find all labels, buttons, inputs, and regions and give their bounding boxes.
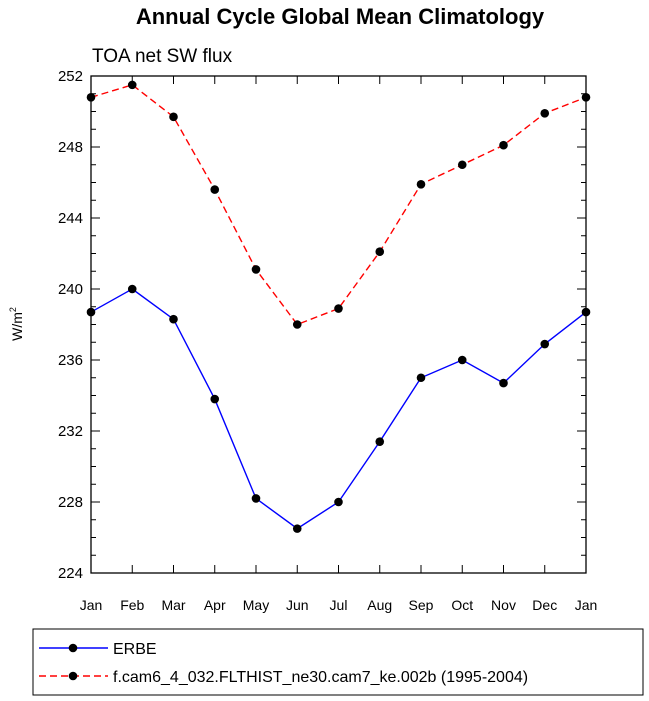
data-point-series-1 — [499, 378, 508, 388]
y-tick-label: 240 — [58, 281, 83, 298]
data-point-series-1 — [210, 394, 220, 404]
legend-marker-2 — [68, 671, 78, 681]
legend-marker-1 — [68, 643, 78, 653]
axes: 224 228 232 236 240 244 248 252 Jan Feb Mar Apr May J… — [58, 68, 597, 613]
y-tick-label: 228 — [58, 494, 83, 511]
data-point-series-1 — [169, 314, 178, 324]
x-tick-label: Jan — [80, 597, 103, 613]
data-point-series-2 — [375, 247, 385, 257]
data-point-series-2 — [210, 185, 220, 194]
y-tick-label: 248 — [58, 139, 83, 156]
y-tick-label: 232 — [58, 423, 83, 440]
x-tick-label: Aug — [367, 597, 392, 613]
x-tick-label: Sep — [409, 597, 434, 613]
chart-title: Annual Cycle Global Mean Climatology — [136, 4, 545, 29]
data-point-series-1 — [334, 497, 343, 507]
x-tick-label: Dec — [532, 597, 557, 613]
y-tick-label: 236 — [58, 352, 83, 369]
data-point-series-2 — [127, 80, 137, 90]
data-point-series-2 — [334, 304, 343, 313]
x-tick-label: Mar — [161, 597, 185, 613]
legend: ERBE f.cam6_4_032.FLTHIST_ne30.cam7_ke.00… — [32, 628, 644, 696]
data-point-series-1 — [375, 437, 385, 446]
chart-subtitle: TOA net SW flux — [92, 46, 233, 67]
data-point-series-2 — [416, 179, 426, 189]
x-tick-label: Jul — [330, 597, 348, 613]
data-point-series-2 — [169, 112, 178, 122]
x-tick-label: Oct — [451, 597, 473, 613]
data-point-series-1 — [540, 339, 550, 349]
data-point-series-1 — [127, 284, 137, 294]
legend-box — [32, 628, 644, 696]
y-tick-label: 224 — [58, 565, 83, 582]
y-axis-label: W/m2 — [8, 307, 25, 341]
data-point-series-1 — [457, 355, 467, 365]
series-line-2 — [90, 84, 587, 326]
data-point-series-2 — [499, 140, 508, 150]
data-point-series-2 — [540, 108, 550, 118]
y-axis-label-unit: W/m — [9, 312, 25, 341]
legend-label-1: ERBE — [113, 641, 157, 658]
series-line-1 — [90, 288, 587, 530]
x-tick-label: Jan — [575, 597, 598, 613]
y-tick-label: 244 — [58, 210, 83, 227]
data-point-series-2 — [457, 160, 467, 170]
plot-area — [86, 80, 591, 533]
x-tick-label: Apr — [204, 597, 226, 613]
y-axis-label-superscript: 2 — [8, 307, 18, 312]
x-tick-label: Jun — [286, 597, 309, 613]
y-tick-label: 252 — [58, 68, 83, 85]
x-tick-label: May — [243, 597, 269, 613]
legend-label-2: f.cam6_4_032.FLTHIST_ne30.cam7_ke.002b (… — [113, 669, 528, 686]
x-tick-label: Nov — [491, 597, 516, 613]
data-point-series-1 — [292, 524, 302, 533]
x-tick-label: Feb — [120, 597, 144, 613]
y-axis-label-group: W/m2 — [8, 307, 25, 341]
data-point-series-2 — [292, 320, 302, 329]
data-point-series-1 — [251, 494, 261, 503]
data-point-series-1 — [416, 373, 426, 383]
data-point-series-2 — [251, 265, 261, 274]
